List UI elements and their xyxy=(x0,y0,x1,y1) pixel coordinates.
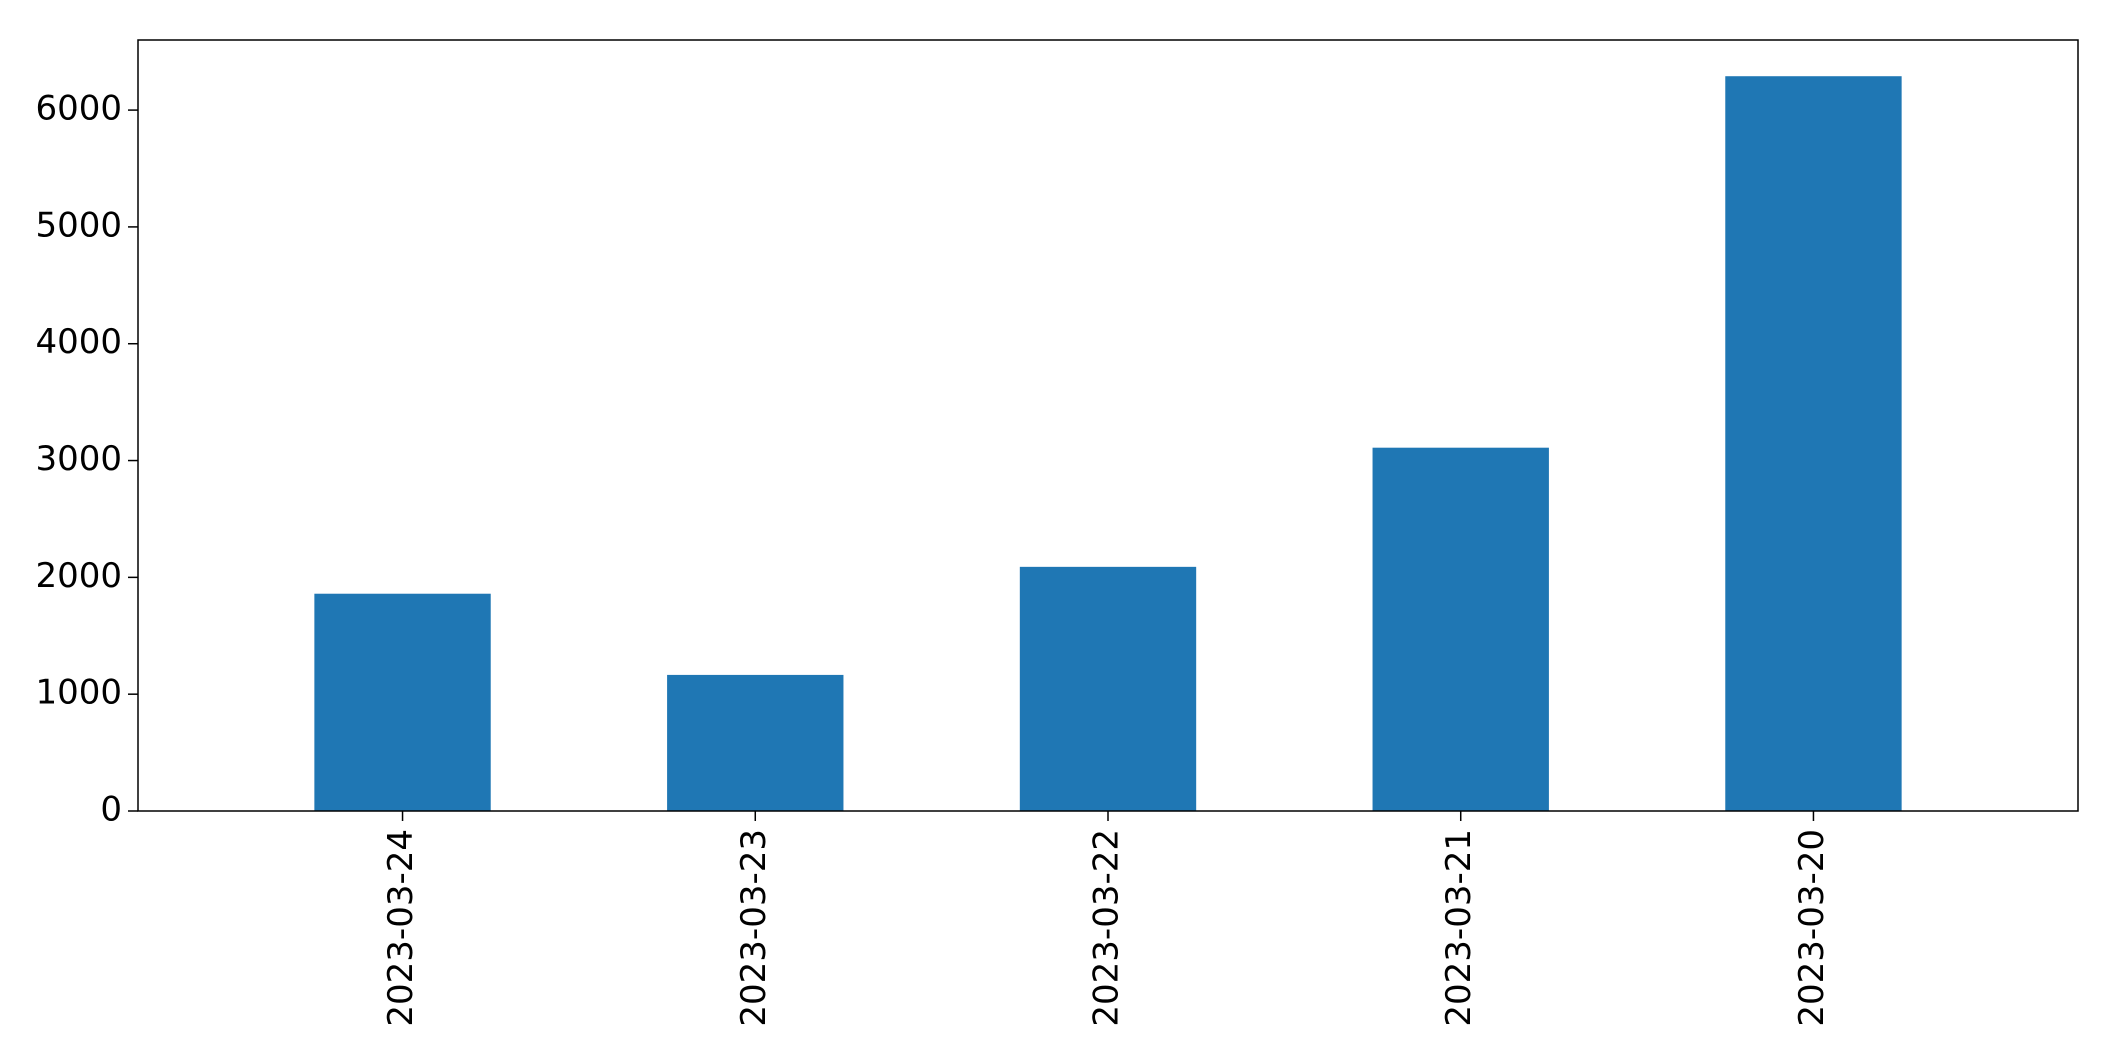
x-tick-label: 2023-03-22 xyxy=(1087,829,1127,1027)
y-axis: 0 1000 2000 3000 4000 5000 6000 xyxy=(35,89,138,830)
x-tick-label: 2023-03-20 xyxy=(1792,829,1832,1027)
y-tick-label: 4000 xyxy=(35,322,122,362)
plot-frame xyxy=(137,39,2079,812)
x-axis: 2023-03-24 2023-03-23 2023-03-22 2023-03-21… xyxy=(381,811,1832,1027)
bar-2023-03-22 xyxy=(1019,566,1197,811)
y-tick-label: 1000 xyxy=(35,673,122,713)
x-tick-label: 2023-03-21 xyxy=(1439,829,1479,1027)
y-tick-label: 2000 xyxy=(35,556,122,596)
bars-group xyxy=(314,76,1902,812)
y-tick-label: 3000 xyxy=(35,439,122,479)
bar-2023-03-24 xyxy=(314,593,491,811)
x-tick-label: 2023-03-23 xyxy=(734,829,774,1027)
y-tick-label: 5000 xyxy=(35,205,122,245)
bar-2023-03-20 xyxy=(1725,76,1902,812)
x-tick-label: 2023-03-24 xyxy=(381,829,421,1027)
y-tick-label: 6000 xyxy=(35,89,122,129)
bar-2023-03-21 xyxy=(1372,447,1549,811)
y-tick-label: 0 xyxy=(100,790,122,830)
bar-2023-03-23 xyxy=(667,674,844,811)
